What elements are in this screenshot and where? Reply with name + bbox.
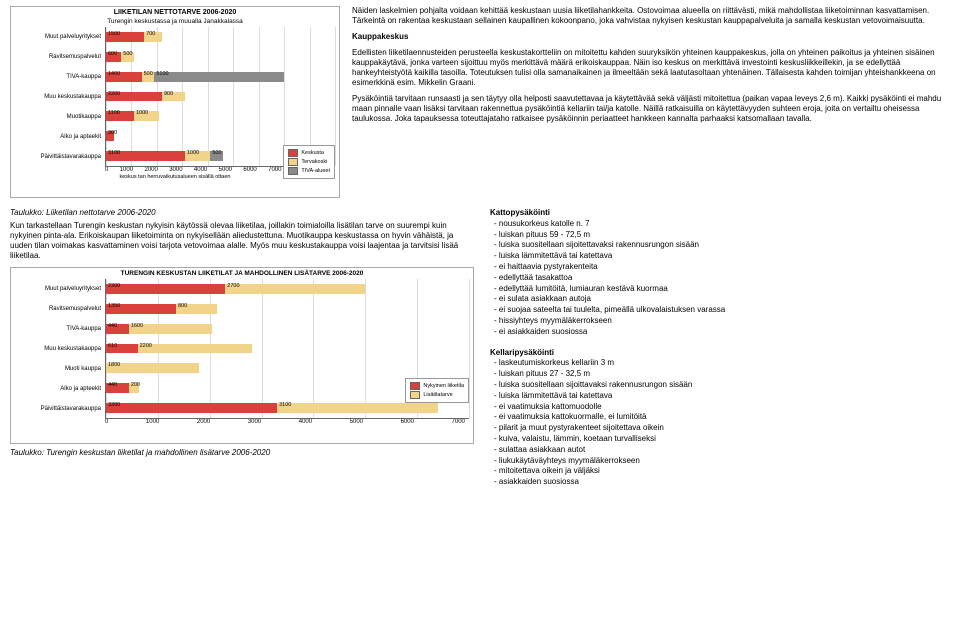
katto-item: - ei asiakkaiden suosiossa xyxy=(490,327,950,338)
bar-segment: 440 xyxy=(106,383,129,393)
katto-item: - edellyttää lumitöitä, lumiauran kestäv… xyxy=(490,284,950,295)
bar-segment: 1000 xyxy=(185,151,210,161)
kellari-item: - pilarit ja muut pystyrakenteet sijoite… xyxy=(490,423,950,434)
katto-item: - luiska lämmitettävä tai katettava xyxy=(490,251,950,262)
category-label: Muut palveluyritykset xyxy=(11,34,101,40)
katto-item: - ei sulata asiakkaan autoja xyxy=(490,294,950,305)
category-label: Alko ja apteekit xyxy=(11,134,101,140)
katto-heading: Kattopysäköinti xyxy=(486,208,950,219)
kellari-item: - kuiva, valaistu, lämmin, koetaan turva… xyxy=(490,434,950,445)
kellari-item: - mitoitettava oikein ja väljäksi xyxy=(490,466,950,477)
kellari-heading: Kellaripysäköinti xyxy=(486,348,950,359)
caption-1: Taulukko: Liiketilan nettotarve 2006-202… xyxy=(10,208,474,217)
top-para2: Edellisten liiketilaennusteiden perustee… xyxy=(352,48,950,88)
bar-segment: 800 xyxy=(176,304,217,314)
bar-segment: 2700 xyxy=(225,284,365,294)
bar-segment: 5100 xyxy=(154,72,284,82)
bar-segment: 3100 xyxy=(277,403,438,413)
category-label: Ravitsemuspalvelut xyxy=(11,306,101,312)
category-label: TIVA-kauppa xyxy=(11,326,101,332)
kellari-item: - luiskan pituus 27 - 32,5 m xyxy=(490,369,950,380)
category-label: Muu keskustakauppa xyxy=(11,346,101,352)
bar-segment: 3100 xyxy=(106,151,185,161)
bar-segment: 440 xyxy=(106,324,129,334)
legend-item: Lisätilatarve xyxy=(410,391,464,399)
chart1-legend: KeskustaTervakoskiTIVA-alueet xyxy=(283,145,335,179)
bar-segment: 1500 xyxy=(106,32,144,42)
chart1-subtitle: Turengin keskustassa ja muualla Janakkal… xyxy=(11,18,339,27)
kellari-item: - luiska suositellaan sijoittavaksi rake… xyxy=(490,380,950,391)
bar-segment: 3300 xyxy=(106,403,277,413)
legend-item: Keskusta xyxy=(288,149,330,157)
katto-item: - nousukorkeus katolle n. 7 xyxy=(490,219,950,230)
bar-segment: 1400 xyxy=(106,72,142,82)
kellari-item: - asiakkaiden suosiossa xyxy=(490,477,950,488)
legend-item: Tervakoski xyxy=(288,158,330,166)
category-label: TIVA-kauppa xyxy=(11,74,101,80)
bar-segment: 2300 xyxy=(106,284,225,294)
bar-segment: 1100 xyxy=(106,111,134,121)
katto-item: - luiskan pituus 59 - 72,5 m xyxy=(490,230,950,241)
katto-item: - ei suojaa sateelta tai tuulelta, pimeä… xyxy=(490,305,950,316)
bar-segment: 200 xyxy=(129,383,139,393)
caption-2: Taulukko: Turengin keskustan liiketilat … xyxy=(10,448,474,457)
legend-item: TIVA-alueet xyxy=(288,167,330,175)
chart2-legend: Nykyinen liiketilaLisätilatarve xyxy=(405,378,469,403)
kellari-item: - luiska lämmitettävä tai katettava xyxy=(490,391,950,402)
category-label: Alko ja apteekit xyxy=(11,386,101,392)
category-label: Ravitsemuspalvelut xyxy=(11,54,101,60)
kellari-item: - liukukäytäväyhteys myymäläkerrokseen xyxy=(490,456,950,467)
bar-segment: 1600 xyxy=(129,324,212,334)
bar-segment: 500 xyxy=(142,72,155,82)
katto-item: - ei haittaavia pystyrakenteita xyxy=(490,262,950,273)
bar-segment: 700 xyxy=(144,32,162,42)
legend-item: Nykyinen liiketila xyxy=(410,382,464,390)
bar-segment: 500 xyxy=(121,52,134,62)
top-para1: Näiden laskelmien pohjalta voidaan kehit… xyxy=(352,6,950,26)
katto-item: - luiska suositellaan sijoitettavaksi ra… xyxy=(490,240,950,251)
kellari-item: - sulattaa asiakkaan autot xyxy=(490,445,950,456)
top-para3: Pysäköintiä tarvitaan runsaasti ja sen t… xyxy=(352,94,950,124)
chart-nettotarve: LIIKETILAN NETTOTARVE 2006-2020 Turengin… xyxy=(10,6,340,198)
category-label: Muut palveluyritykset xyxy=(11,286,101,292)
category-label: Muoti kauppa xyxy=(11,366,101,372)
top-text: Näiden laskelmien pohjalta voidaan kehit… xyxy=(352,6,950,200)
chart-lisatarve: TURENGIN KESKUSTAN LIIKETILAT JA MAHDOLL… xyxy=(10,267,474,444)
bar-segment: 1350 xyxy=(106,304,176,314)
kellari-item: - ei vaatimuksia kattokuormalle, ei lumi… xyxy=(490,412,950,423)
bar-segment: 2200 xyxy=(138,344,252,354)
bar-segment: 610 xyxy=(106,344,138,354)
kellari-item: - laskeutumiskorkeus kellariin 3 m xyxy=(490,358,950,369)
chart2-title: TURENGIN KESKUSTAN LIIKETILAT JA MAHDOLL… xyxy=(11,268,473,279)
bar-segment: 500 xyxy=(210,151,223,161)
category-label: Muu keskustakauppa xyxy=(11,94,101,100)
bar-segment: 600 xyxy=(106,52,121,62)
katto-item: - edellyttää tasakattoa xyxy=(490,273,950,284)
bar-segment: 1000 xyxy=(134,111,159,121)
top-heading: Kauppakeskus xyxy=(352,32,950,42)
bottom-para: Kun tarkastellaan Turengin keskustan nyk… xyxy=(10,221,474,261)
bar-segment: 900 xyxy=(162,92,185,102)
chart1-title: LIIKETILAN NETTOTARVE 2006-2020 xyxy=(11,7,339,18)
category-label: Muotikauppa xyxy=(11,114,101,120)
bar-segment: 1800 xyxy=(106,363,199,373)
bar-segment: 2200 xyxy=(106,92,162,102)
parking-lists: Kattopysäköinti - nousukorkeus katolle n… xyxy=(486,206,950,488)
category-label: Päivittäistavarakauppa xyxy=(11,406,101,412)
bar-segment: 300 xyxy=(106,131,114,141)
category-label: Päivittäistavarakauppa xyxy=(11,154,101,160)
katto-item: - hissiyhteys myymäläkerrokseen xyxy=(490,316,950,327)
kellari-item: - ei vaatimuksia kattomuodolle xyxy=(490,402,950,413)
